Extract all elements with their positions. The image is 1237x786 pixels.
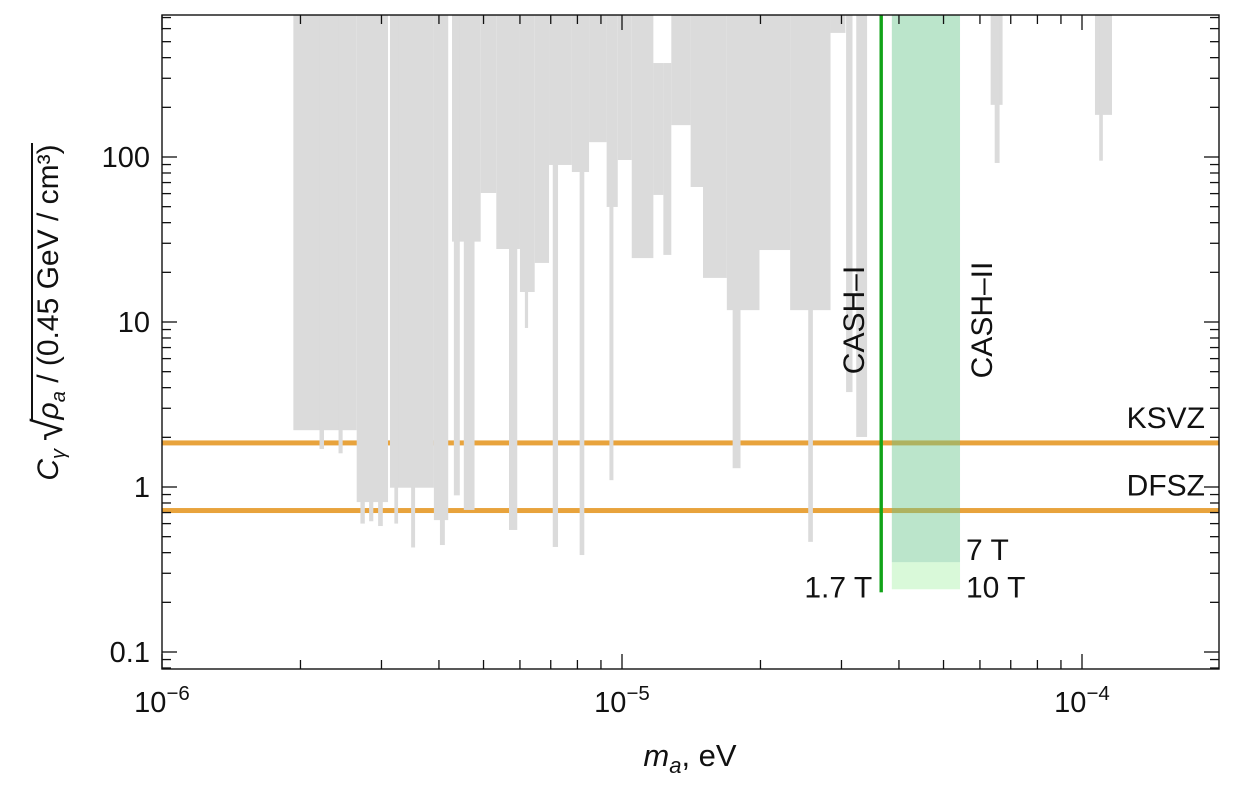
dfsz-label: DFSZ [1127, 470, 1205, 503]
dfsz-line [162, 508, 1219, 514]
exclusion-region-layer [293, 15, 1112, 556]
exclusion-column [411, 15, 416, 548]
cash2-band-label: CASH–II [966, 262, 999, 379]
exclusion-column [579, 15, 585, 556]
y-label-symbol: C [32, 458, 65, 481]
y-tick-label: 1 [134, 472, 150, 504]
exclusion-column [830, 15, 846, 33]
exclusion-column [690, 15, 704, 187]
cash1-line [879, 15, 883, 593]
rho-symbol: ρ [32, 402, 65, 420]
ksvz-label: KSVZ [1127, 402, 1205, 435]
sqrt-radicand: ρa / (0.45 GeV / cm³) [31, 143, 70, 421]
rho-symbol-sub: a [48, 391, 70, 403]
exclusion-column [552, 15, 559, 547]
exclusion-column [369, 15, 374, 522]
exclusion-column [319, 15, 325, 449]
exclusion-column [480, 15, 497, 194]
x-axis-label: ma, eV [643, 738, 737, 778]
exclusion-column [549, 15, 572, 165]
exclusion-column [463, 15, 475, 510]
exclusion-column [631, 15, 654, 259]
exclusion-column [338, 15, 343, 454]
x-tick-label: 10−6 [134, 682, 190, 719]
benchmark-lines-layer [162, 440, 1219, 514]
exclusion-column [1094, 15, 1112, 115]
exclusion-column [759, 15, 791, 251]
exclusion-column [534, 15, 550, 263]
cash1-field-strength-label: 1.7 T [804, 571, 872, 604]
cash2-field-10t-label: 10 T [966, 571, 1026, 604]
exclusion-column [293, 15, 357, 431]
y-axis-label: Cγ √ρa / (0.45 GeV / cm³) [22, 100, 71, 524]
exclusion-column [856, 15, 868, 437]
exclusion-column [726, 15, 760, 311]
exclusion-column [808, 15, 813, 542]
exclusion-column [1099, 15, 1103, 161]
exclusion-column [846, 15, 853, 393]
cash1-line-label: CASH–I [838, 266, 871, 374]
sqrt-sign: √ [25, 418, 71, 441]
cash2-band-10t-extension [891, 562, 961, 590]
y-tick-label: 10 [118, 307, 150, 339]
exclusion-column [394, 15, 399, 524]
y-tick-label: 100 [102, 142, 150, 174]
cash-projections-layer [879, 15, 961, 593]
ksvz-line [162, 440, 1219, 446]
exclusion-column [653, 63, 664, 195]
exclusion-column [617, 15, 632, 160]
exclusion-column [609, 15, 614, 481]
exclusion-column [589, 15, 607, 143]
exclusion-column [509, 15, 518, 530]
axes-frame-layer [161, 14, 1220, 670]
tick-labels-layer: 10−6 10−5 10−4 0.1 1 10 100 [102, 142, 1110, 719]
radicand-rest: / (0.45 GeV / cm³) [32, 144, 65, 392]
exclusion-column [360, 15, 365, 524]
exclusion-column [378, 15, 383, 527]
exclusion-column [732, 15, 741, 469]
exclusion-column [439, 15, 445, 546]
y-tick-label: 0.1 [110, 637, 150, 669]
exclusion-column [671, 15, 691, 126]
cash2-band-7t [891, 15, 961, 563]
exclusion-column [994, 15, 1000, 163]
x-tick-label: 10−5 [594, 682, 650, 719]
cash2-field-7t-label: 7 T [966, 534, 1009, 567]
exclusion-column [703, 15, 727, 278]
exclusion-column [663, 63, 672, 255]
x-tick-label: 10−4 [1054, 682, 1110, 719]
y-label-symbol-sub: γ [48, 448, 70, 459]
plot-frame [161, 14, 1220, 670]
annotations-layer: KSVZ DFSZ CASH–I CASH–II 1.7 T 7 T 10 T … [643, 262, 1205, 778]
exclusion-column [453, 15, 460, 496]
exclusion-column [524, 15, 529, 328]
